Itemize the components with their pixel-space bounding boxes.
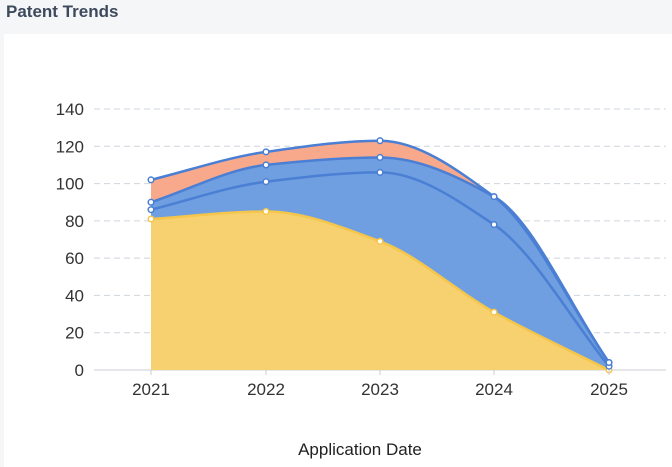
data-point [377,155,383,161]
data-point [491,309,497,315]
x-tick-label: 2025 [590,380,628,399]
data-point [606,360,612,366]
data-point [263,149,269,155]
data-point [263,162,269,168]
x-axis-ticks: 2021 2022 2023 2024 2025 [132,370,628,399]
y-axis-ticks: 0 20 40 60 80 100 120 140 [56,100,84,380]
y-tick-label: 40 [65,286,84,305]
data-point [491,194,497,200]
x-tick-label: 2024 [475,380,513,399]
x-tick-label: 2021 [132,380,170,399]
y-tick-label: 80 [65,212,84,231]
y-tick-label: 20 [65,324,84,343]
data-point [263,209,269,215]
y-tick-label: 140 [56,100,84,119]
x-tick-label: 2022 [247,380,285,399]
y-tick-label: 120 [56,137,84,156]
data-point [263,179,269,185]
y-tick-label: 100 [56,175,84,194]
data-point [377,239,383,245]
data-point [148,199,154,205]
data-point [148,177,154,183]
data-point [148,207,154,213]
y-tick-label: 0 [75,361,84,380]
y-tick-label: 60 [65,249,84,268]
x-axis-title: Application Date [298,440,422,459]
data-point [148,216,154,222]
data-point [377,138,383,144]
data-point [377,170,383,176]
x-tick-label: 2023 [361,380,399,399]
data-point [491,222,497,228]
